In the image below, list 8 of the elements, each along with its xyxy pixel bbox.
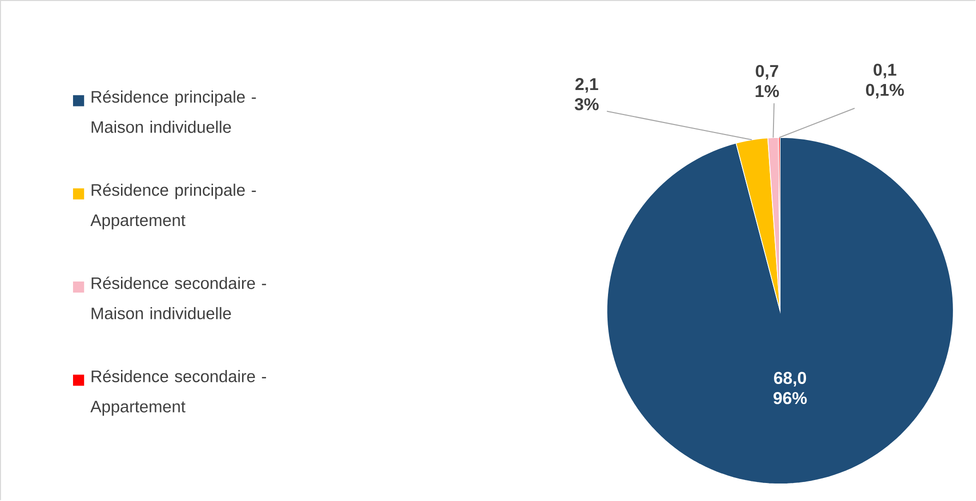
data-label: 68,0 96% [774, 372, 807, 404]
legend-label: Résidence principale - Appartement [90, 184, 256, 230]
legend-label: Résidence secondaire - Maison individuelle [92, 276, 266, 320]
legend-label: Résidence principale - Maison individuelle [92, 90, 256, 134]
data-label: 2,1 3% [574, 78, 599, 111]
data-label: 0,1 0,1% [866, 64, 904, 99]
legend-label: Résidence secondaire - Appartement [90, 370, 266, 416]
data-label: 0,7 1% [756, 65, 779, 98]
